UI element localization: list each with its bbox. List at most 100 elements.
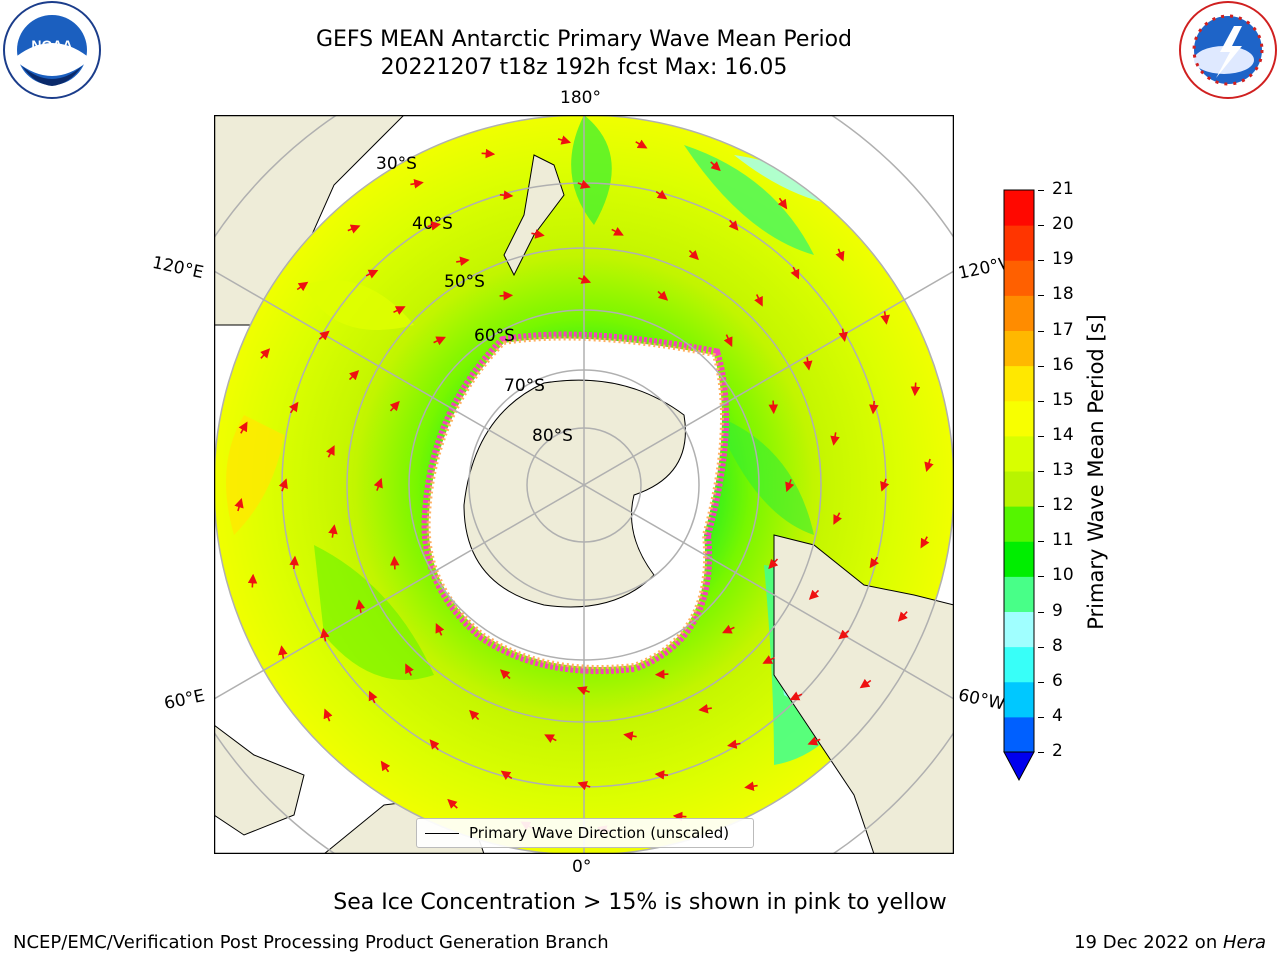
colorbar-bin (1004, 260, 1034, 296)
wave-arrow (830, 432, 840, 446)
wave-direction-arrows (234, 135, 934, 835)
wave-arrow (325, 445, 335, 458)
colorbar-tick-label: 13 (1052, 460, 1074, 480)
wave-arrow (499, 290, 514, 301)
wave-arrow (754, 294, 763, 307)
colorbar-tick-mark (1038, 400, 1044, 402)
wave-arrow (698, 703, 712, 714)
wave-arrow (672, 811, 687, 822)
wave-arrow (655, 189, 668, 200)
colorbar-bin (1004, 541, 1034, 577)
wave-arrow (777, 197, 788, 210)
wave-arrow (393, 306, 406, 315)
colorbar-bin (1004, 506, 1034, 542)
wave-arrow (234, 497, 244, 512)
wave-arrow (808, 589, 820, 600)
wave-arrow (859, 678, 872, 689)
colorbar-tick-label: 21 (1052, 179, 1074, 199)
noaa-wordmark: NOAA (31, 37, 72, 53)
wave-arrow (318, 330, 330, 341)
colorbar (1000, 186, 1040, 786)
wave-arrow (355, 599, 366, 613)
lat-label-30s: 30°S (376, 154, 417, 174)
lat-label-40s: 40°S (412, 214, 453, 234)
wave-arrow (611, 226, 624, 236)
sea-ice-caption: Sea Ice Concentration > 15% is shown in … (333, 890, 947, 915)
colorbar-tick-label: 20 (1052, 214, 1074, 235)
wave-arrow (433, 336, 446, 346)
wave-arrow (499, 190, 514, 200)
legend-label: Primary Wave Direction (unscaled) (469, 824, 730, 842)
wave-arrow (499, 669, 511, 680)
wave-arrow (897, 611, 908, 622)
wave-arrow (410, 179, 424, 189)
wave-arrow (789, 691, 803, 701)
wave-arrow (728, 219, 739, 231)
wave-arrow (247, 573, 258, 588)
map-legend: Primary Wave Direction (unscaled) (416, 818, 754, 848)
colorbar-tick-label: 8 (1052, 635, 1063, 656)
colorbar-tick-label: 11 (1052, 530, 1074, 551)
wave-arrow (869, 400, 879, 415)
colorbar-bin (1004, 190, 1034, 226)
wave-arrow (389, 555, 400, 570)
colorbar-bin (1004, 225, 1034, 261)
colorbar-extend-min (1003, 751, 1035, 782)
colorbar-tick-label: 16 (1052, 354, 1074, 375)
colorbar-tick-mark (1038, 716, 1044, 718)
wave-arrow (577, 179, 591, 189)
wave-arrow (557, 135, 572, 145)
wave-arrow (623, 731, 637, 741)
lon-label-180: 180° (560, 88, 601, 108)
wave-arrow (910, 382, 921, 397)
colorbar-bin (1004, 646, 1034, 683)
colorbar-tick-label: 4 (1052, 705, 1063, 726)
colorbar-tick-mark (1038, 260, 1044, 262)
wave-arrow (727, 739, 741, 749)
wave-arrow (833, 512, 843, 525)
lon-label-120e: 120°E (150, 252, 206, 284)
wave-arrow (405, 663, 414, 676)
wave-arrow (710, 161, 721, 172)
wave-arrow (785, 479, 795, 493)
wave-arrow (427, 221, 441, 231)
wave-arrow (500, 770, 513, 781)
wave-arrow (838, 328, 848, 342)
wave-arrow (348, 370, 360, 381)
footer-date: 19 Dec 2022 on Hera (1074, 932, 1266, 953)
colorbar-tick-mark (1038, 752, 1044, 753)
wave-arrow (288, 401, 299, 414)
wave-arrow (278, 645, 288, 659)
wave-arrow (880, 311, 890, 325)
colorbar-label: Primary Wave Mean Period [s] (1084, 314, 1108, 630)
wave-arrow (880, 478, 890, 492)
colorbar-bin (1004, 576, 1034, 612)
wave-arrow (320, 628, 330, 642)
wave-arrow (380, 760, 391, 773)
wave-arrow (278, 478, 288, 492)
wave-arrow (328, 524, 338, 538)
lat-label-60s: 60°S (474, 326, 515, 346)
colorbar-tick-label: 12 (1052, 495, 1074, 516)
colorbar-bin (1004, 365, 1034, 402)
colorbar-tick-label: 19 (1052, 249, 1074, 270)
wave-arrow (576, 686, 590, 696)
lon-label-60e: 60°E (162, 685, 207, 715)
chart-title-line-1: GEFS MEAN Antarctic Primary Wave Mean Pe… (315, 27, 853, 52)
nws-logo (1176, 0, 1280, 104)
lon-label-0: 0° (572, 857, 592, 877)
wave-arrow (456, 256, 470, 267)
lat-label-80s: 80°S (532, 426, 573, 446)
colorbar-tick-mark (1038, 506, 1044, 508)
colorbar-tick-mark (1038, 681, 1044, 683)
colorbar-tick-mark (1038, 225, 1044, 227)
wave-arrow (654, 770, 669, 780)
wave-arrow (838, 629, 850, 640)
colorbar-bin (1004, 611, 1034, 648)
wave-arrow (920, 536, 930, 549)
colorbar-tick-mark (1038, 330, 1044, 332)
wave-arrow (368, 690, 378, 704)
footer-org: NCEP/EMC/Verification Post Processing Pr… (13, 932, 609, 953)
wave-arrow (435, 623, 445, 636)
wave-arrow (531, 229, 545, 239)
